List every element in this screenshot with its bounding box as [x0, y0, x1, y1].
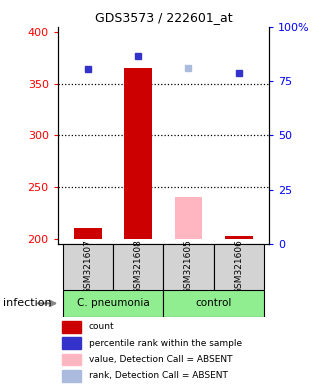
- Text: infection: infection: [3, 298, 52, 308]
- Bar: [163, 244, 214, 290]
- Bar: [63, 244, 113, 290]
- Bar: [62, 321, 81, 333]
- Text: percentile rank within the sample: percentile rank within the sample: [89, 339, 242, 348]
- Text: count: count: [89, 323, 115, 331]
- Bar: [214, 244, 264, 290]
- Text: value, Detection Call = ABSENT: value, Detection Call = ABSENT: [89, 355, 232, 364]
- Text: C. pneumonia: C. pneumonia: [77, 298, 149, 308]
- Text: GSM321608: GSM321608: [134, 240, 143, 294]
- Bar: [113, 244, 163, 290]
- Text: GSM321607: GSM321607: [83, 240, 92, 294]
- Bar: [63, 290, 163, 317]
- Bar: [175, 197, 202, 239]
- Title: GDS3573 / 222601_at: GDS3573 / 222601_at: [94, 11, 232, 24]
- Text: GSM321605: GSM321605: [184, 240, 193, 294]
- Bar: [163, 290, 264, 317]
- Bar: [62, 337, 81, 349]
- Bar: [62, 370, 81, 382]
- Text: control: control: [195, 298, 232, 308]
- Bar: [74, 228, 102, 239]
- Bar: [62, 354, 81, 366]
- Text: GSM321606: GSM321606: [234, 240, 243, 294]
- Bar: [124, 68, 152, 239]
- Text: rank, Detection Call = ABSENT: rank, Detection Call = ABSENT: [89, 371, 228, 380]
- Bar: [225, 235, 252, 239]
